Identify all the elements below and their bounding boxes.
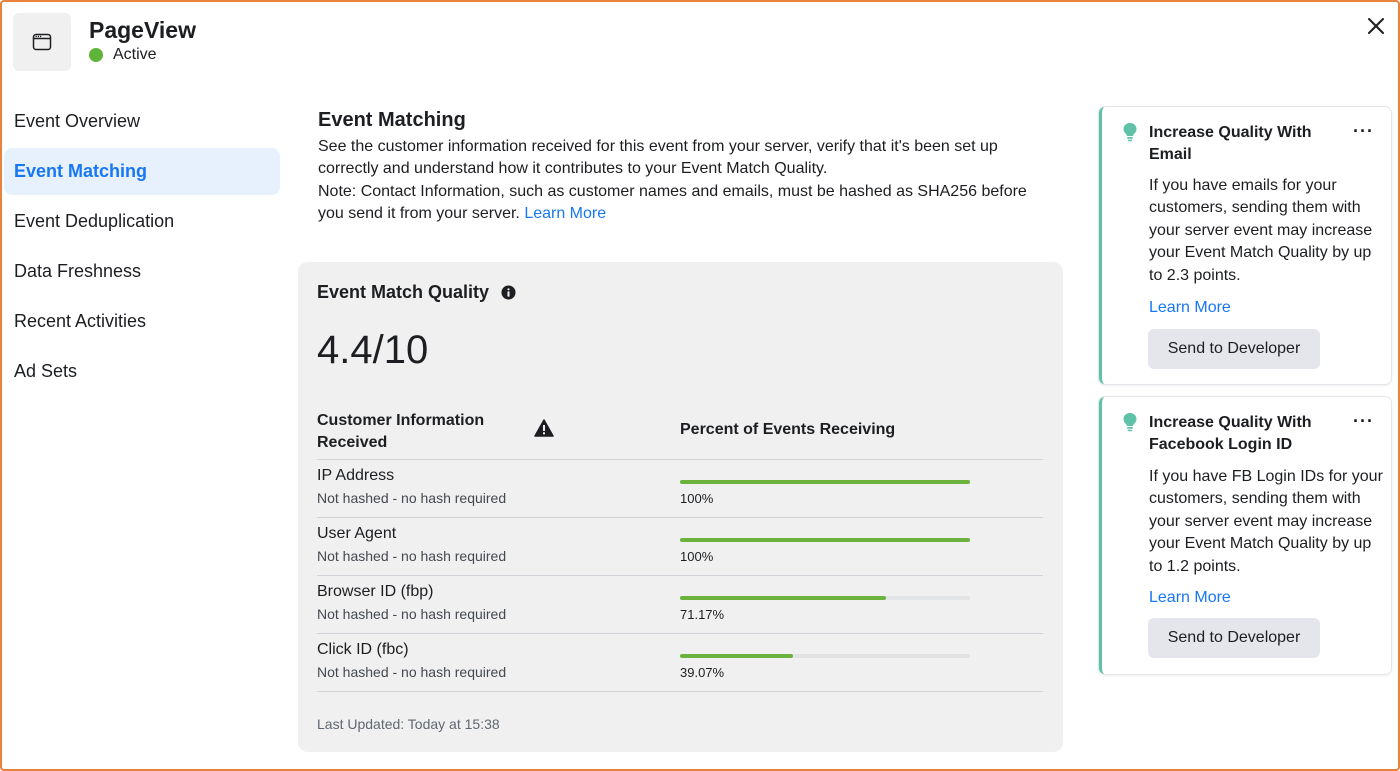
close-icon	[1368, 18, 1384, 34]
row-label: Click ID (fbc)	[317, 641, 409, 658]
percent-value: 39.07%	[680, 665, 725, 680]
tip-card-email: Increase Quality With Email ··· If you h…	[1099, 107, 1391, 384]
percent-value: 100%	[680, 549, 714, 564]
more-options-icon[interactable]: ···	[1353, 411, 1374, 431]
row-hash-status: Not hashed - no hash required	[317, 548, 507, 564]
status-label: Active	[113, 46, 157, 63]
lightbulb-icon	[1122, 412, 1138, 437]
table-row: IP Address Not hashed - no hash required…	[317, 460, 1043, 518]
tip-learn-more-link[interactable]: Learn More	[1149, 299, 1231, 316]
column-header-percent: Percent of Events Receiving	[680, 421, 896, 438]
tip-card-facebook-login: Increase Quality With Facebook Login ID …	[1099, 397, 1391, 674]
section-description: See the customer information received fo…	[318, 136, 1038, 225]
row-label: Browser ID (fbp)	[317, 583, 434, 600]
status-dot	[89, 48, 103, 62]
close-button[interactable]	[1364, 14, 1388, 38]
row-hash-status: Not hashed - no hash required	[317, 606, 507, 622]
emq-title: Event Match Quality	[317, 282, 516, 303]
percent-bar-track	[680, 538, 970, 542]
lightbulb-icon	[1122, 122, 1138, 147]
description-text: See the customer information received fo…	[318, 138, 998, 178]
section-title: Event Matching	[318, 109, 466, 131]
page-title: PageView	[89, 17, 196, 43]
event-match-quality-card: Event Match Quality 4.4/10 Customer Info…	[298, 262, 1063, 752]
tip-title: Increase Quality With Email	[1149, 124, 1312, 163]
tip-body: If you have emails for your customers, s…	[1149, 177, 1373, 284]
sidebar-item-data-freshness[interactable]: Data Freshness	[14, 261, 142, 281]
info-icon[interactable]	[501, 285, 516, 300]
sidebar-item-ad-sets[interactable]: Ad Sets	[14, 361, 78, 381]
percent-bar-track	[680, 480, 970, 484]
sidebar-item-event-overview[interactable]: Event Overview	[14, 111, 141, 131]
table-row: Click ID (fbc) Not hashed - no hash requ…	[317, 634, 1043, 692]
percent-bar-fill	[680, 654, 794, 658]
sidebar-item-event-matching[interactable]: Event Matching	[4, 148, 280, 195]
send-to-developer-button[interactable]: Send to Developer	[1148, 329, 1320, 369]
note-text: Note: Contact Information, such as custo…	[318, 182, 1027, 222]
percent-bar-fill	[680, 596, 887, 600]
send-to-developer-button[interactable]: Send to Developer	[1148, 618, 1320, 658]
tip-body: If you have FB Login IDs for your custom…	[1149, 468, 1383, 575]
table-row: Browser ID (fbp) Not hashed - no hash re…	[317, 576, 1043, 634]
learn-more-link[interactable]: Learn More	[524, 204, 607, 222]
emq-score: 4.4/10	[317, 328, 429, 372]
row-label: IP Address	[317, 467, 395, 484]
sidebar-item-recent-activities[interactable]: Recent Activities	[14, 311, 147, 331]
header-divider	[317, 459, 1043, 460]
warning-icon[interactable]	[534, 419, 554, 442]
percent-value: 71.17%	[680, 607, 725, 622]
row-label: User Agent	[317, 525, 397, 542]
percent-value: 100%	[680, 491, 714, 506]
row-hash-status: Not hashed - no hash required	[317, 490, 507, 506]
emq-title-label: Event Match Quality	[317, 282, 490, 302]
sidebar-nav: Event Overview Event Matching Event Dedu…	[4, 98, 280, 398]
sidebar-item-event-deduplication[interactable]: Event Deduplication	[14, 211, 175, 231]
more-options-icon[interactable]: ···	[1353, 121, 1374, 141]
percent-bar-fill	[680, 480, 970, 484]
last-updated-timestamp: Last Updated: Today at 15:38	[317, 716, 500, 732]
row-hash-status: Not hashed - no hash required	[317, 664, 507, 680]
percent-bar-track	[680, 654, 970, 658]
table-row: User Agent Not hashed - no hash required…	[317, 518, 1043, 576]
tip-learn-more-link[interactable]: Learn More	[1149, 589, 1231, 606]
browser-window-icon	[32, 33, 52, 51]
status-indicator: Active	[89, 46, 157, 64]
column-header-customer-info: Customer Information Received	[317, 412, 485, 451]
percent-bar-fill	[680, 538, 970, 542]
percent-bar-track	[680, 596, 970, 600]
event-icon-container	[13, 13, 71, 71]
tip-title: Increase Quality With Facebook Login ID	[1149, 414, 1312, 453]
